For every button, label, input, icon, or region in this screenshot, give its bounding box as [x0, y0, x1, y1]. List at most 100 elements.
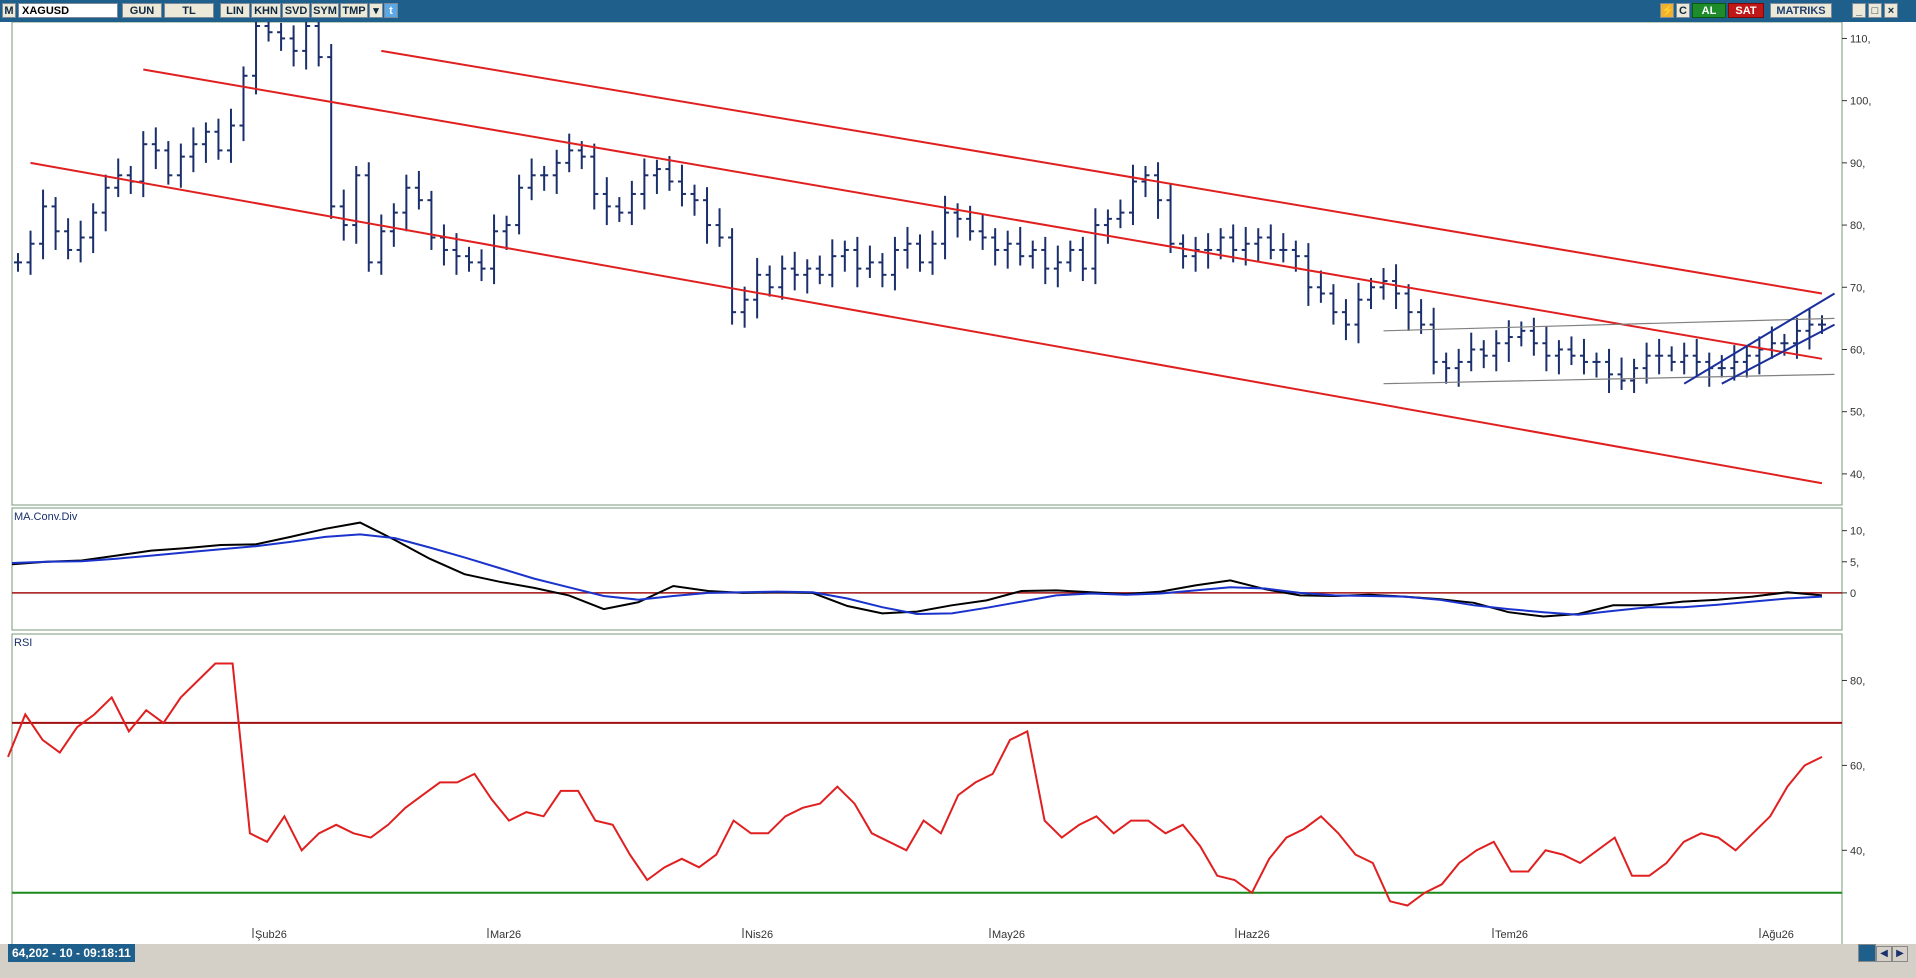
- ohlc-bar: [1567, 336, 1576, 366]
- ohlc-bar: [1554, 340, 1563, 375]
- ohlc-bar: [14, 253, 22, 272]
- ohlc-bar: [565, 133, 574, 173]
- macd-panel: [11, 507, 1843, 631]
- ohlc-bar: [728, 228, 737, 325]
- currency-button[interactable]: TL: [164, 3, 214, 18]
- ohlc-bar: [815, 255, 824, 285]
- close-button[interactable]: ×: [1884, 3, 1898, 18]
- ohlc-bar: [753, 258, 762, 319]
- ohlc-bar: [527, 158, 536, 201]
- ohlc-bar: [677, 164, 686, 207]
- macd-title: MA.Conv.Div: [14, 511, 78, 523]
- ohlc-bar: [590, 143, 599, 210]
- ohlc-bar: [1680, 342, 1689, 375]
- ohlc-bar: [427, 190, 436, 250]
- ohlc-bar: [1078, 236, 1087, 282]
- ohlc-bar: [477, 249, 486, 282]
- trendline-channel-upper: [143, 68, 1823, 360]
- period-button[interactable]: GUN: [122, 3, 162, 18]
- ohlc-bar: [402, 174, 411, 232]
- maximize-button[interactable]: □: [1868, 3, 1882, 18]
- chart-area[interactable]: 110, 100, 90, 80, 70, 60, 50, 40, 10, 5, 0 80, 60, 40…: [0, 9, 1916, 957]
- ohlc-bar: [339, 189, 348, 241]
- ohlc-bar: [239, 66, 248, 142]
- ohlc-bar: [1041, 236, 1050, 285]
- ohlc-bar: [1742, 346, 1751, 378]
- ohlc-bar: [1655, 338, 1664, 375]
- svd-button[interactable]: SVD: [282, 3, 310, 18]
- ohlc-bar: [502, 215, 511, 250]
- sell-button[interactable]: SAT: [1728, 3, 1764, 18]
- ohlc-bar: [1116, 199, 1125, 229]
- ohlc-bar: [1467, 332, 1476, 372]
- scroll-left-icon[interactable]: ◀: [1876, 946, 1892, 962]
- ohlc-bar: [1692, 338, 1701, 378]
- ohlc-bar: [865, 245, 874, 278]
- scale-button[interactable]: LIN: [220, 3, 250, 18]
- price-tick-label: 50,: [1850, 407, 1865, 419]
- menu-m-button[interactable]: M: [2, 3, 16, 18]
- ohlc-bar: [1630, 358, 1639, 394]
- refresh-icon[interactable]: C: [1676, 3, 1690, 18]
- chart-svg[interactable]: 110, 100, 90, 80, 70, 60, 50, 40, 10, 5, 0 80, 60, 40…: [0, 9, 1916, 957]
- ohlc-bar: [1392, 264, 1401, 310]
- price-tick-label: 80,: [1850, 220, 1865, 232]
- ohlc-bar: [164, 141, 173, 185]
- ohlc-bar: [1454, 348, 1463, 387]
- ohlc-bar: [828, 239, 837, 288]
- ohlc-bar: [1304, 243, 1313, 306]
- dropdown-arrow-icon[interactable]: ▾: [369, 3, 383, 18]
- x-axis-label: Nis26: [745, 929, 773, 941]
- ohlc-bar: [991, 228, 1000, 266]
- ohlc-bar: [903, 226, 912, 269]
- price-tick-label: 110,: [1850, 33, 1871, 45]
- ohlc-bar: [327, 44, 336, 219]
- ohlc-bar: [978, 214, 987, 250]
- chart-toolbar: M XAGUSD GUN TL LIN KHN SVD SYM TMP ▾ t …: [0, 0, 1916, 23]
- ohlc-bar: [39, 189, 48, 260]
- sym-button[interactable]: SYM: [311, 3, 339, 18]
- ohlc-bar: [552, 149, 561, 194]
- rsi-line: [7, 662, 1823, 907]
- minimize-button[interactable]: _: [1852, 3, 1866, 18]
- ohlc-bar: [1053, 245, 1062, 288]
- ohlc-bar: [1354, 282, 1363, 344]
- khn-button[interactable]: KHN: [251, 3, 281, 18]
- trendline-wedge-lower: [1721, 323, 1835, 385]
- ohlc-bar: [1229, 224, 1238, 263]
- scroll-right-icon[interactable]: ▶: [1892, 946, 1908, 962]
- x-axis-label: Mar26: [490, 929, 521, 941]
- ohlc-bar: [1291, 240, 1300, 272]
- ohlc-bar: [1266, 224, 1275, 260]
- price-time-readout: 64,202 - 10 - 09:18:11: [8, 944, 135, 962]
- symbol-input[interactable]: XAGUSD: [18, 3, 118, 18]
- buy-button[interactable]: AL: [1692, 3, 1726, 18]
- ohlc-bar: [1028, 240, 1037, 269]
- ohlc-bar: [1730, 345, 1739, 381]
- ohlc-bar: [1717, 355, 1726, 378]
- ohlc-bar: [778, 255, 787, 300]
- tmp-button[interactable]: TMP: [340, 3, 368, 18]
- ohlc-bar: [515, 174, 524, 235]
- twitter-icon[interactable]: t: [384, 3, 398, 18]
- ohlc-bar: [189, 127, 198, 173]
- ohlc-bar: [665, 156, 674, 191]
- macd-tick-label: 0: [1850, 588, 1856, 600]
- ohlc-bar: [1066, 240, 1075, 272]
- ohlc-bar: [1404, 284, 1413, 331]
- ohlc-bar: [853, 236, 862, 288]
- ohlc-bar: [277, 22, 286, 51]
- ohlc-bar: [364, 162, 373, 272]
- ohlc-bar: [1517, 321, 1526, 347]
- ohlc-bar: [1204, 233, 1213, 269]
- ohlc-bar: [740, 286, 749, 328]
- ohlc-bar: [214, 118, 223, 160]
- ohlc-bar: [1003, 230, 1012, 269]
- ohlc-bar: [1179, 234, 1188, 269]
- price-panel: [11, 21, 1843, 506]
- corner-settings-icon[interactable]: [1858, 944, 1876, 962]
- chart-type-icon[interactable]: ⚡: [1660, 3, 1675, 18]
- ohlc-bar: [1141, 165, 1150, 198]
- ohlc-bar: [252, 12, 261, 95]
- ohlc-bar: [1279, 233, 1288, 263]
